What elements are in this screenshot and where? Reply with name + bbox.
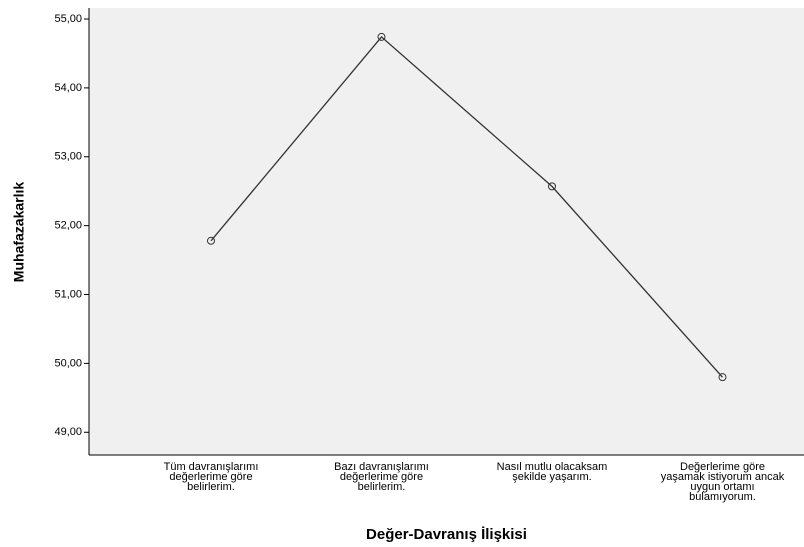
x-tick-label: Bazı davranışlarımı değerlerime göre bel… [334,461,429,493]
y-axis-title: Muhafazakarlık [11,182,27,283]
marker [377,32,386,41]
y-tick-label: 52,00 [54,220,82,232]
y-tick-label: 55,00 [54,13,82,25]
marker [207,236,215,245]
marker [548,182,556,191]
y-tick-label: 49,00 [54,426,82,438]
y-tick-label: 50,00 [54,357,82,369]
plot-area [89,8,804,455]
y-tick-label: 54,00 [54,82,82,94]
marker [718,373,727,382]
y-tick-label: 51,00 [54,288,82,300]
line [210,36,723,378]
x-tick-label: Tüm davranışlarımı değerlerime göre beli… [163,461,259,493]
x-tick-label: Değerlerime göre yaşamak istiyorum ancak… [660,461,785,503]
x-tick-label: Nasıl mutlu olacaksam şekilde yaşarım. [496,461,608,483]
y-tick-label: 53,00 [54,151,82,163]
x-axis-title: Değer-Davranış İlişkisi [366,526,527,543]
